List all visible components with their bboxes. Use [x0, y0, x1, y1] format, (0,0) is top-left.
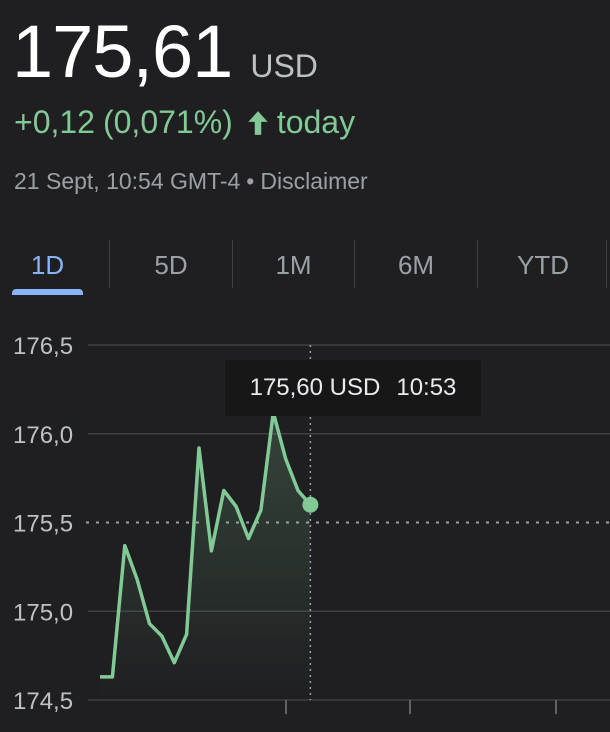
- disclaimer-link[interactable]: Disclaimer: [260, 168, 368, 194]
- price-area: [100, 412, 311, 700]
- price-change-row: +0,12 (0,071%) today: [14, 104, 355, 141]
- quote-timestamp: 21 Sept, 10:54 GMT-4: [14, 168, 241, 194]
- tab-divider: [354, 240, 355, 288]
- tab-1d[interactable]: 1D: [30, 249, 65, 280]
- y-tick-label: 175,5: [13, 511, 73, 538]
- currency-label: USD: [250, 48, 318, 84]
- y-tick-label: 175,0: [13, 599, 73, 626]
- y-tick-label: 174,5: [13, 688, 73, 715]
- tooltip-value: 175,60 USD: [249, 374, 381, 401]
- highlight-dot: [302, 496, 319, 513]
- chart-tooltip: 175,60 USD 10:53: [225, 360, 481, 416]
- quote-meta: 21 Sept, 10:54 GMT-4 • Disclaimer: [14, 168, 368, 195]
- tab-ytd[interactable]: YTD: [517, 249, 569, 280]
- tab-5d[interactable]: 5D: [154, 249, 188, 280]
- quote-header: 175,61 USD: [12, 8, 318, 96]
- price-change-percent: (0,071%): [102, 104, 233, 140]
- tab-6m[interactable]: 6M: [397, 249, 435, 280]
- tab-divider: [232, 240, 233, 288]
- arrow-up-icon: [248, 110, 268, 135]
- change-period: today: [276, 104, 356, 140]
- tab-divider: [109, 240, 110, 288]
- range-tabs: 1D 5D 1M 6M YTD: [0, 238, 610, 298]
- tab-divider: [606, 240, 607, 288]
- tab-1m[interactable]: 1M: [275, 249, 312, 280]
- active-tab-indicator: [12, 289, 83, 295]
- meta-separator: •: [246, 168, 255, 194]
- y-tick-label: 176,0: [13, 422, 73, 449]
- tab-divider: [477, 240, 478, 288]
- tooltip-time: 10:53: [396, 374, 457, 401]
- y-tick-label: 176,5: [13, 333, 73, 360]
- current-price: 175,61: [12, 10, 233, 93]
- price-line: [100, 410, 312, 679]
- price-change: +0,12: [14, 104, 95, 140]
